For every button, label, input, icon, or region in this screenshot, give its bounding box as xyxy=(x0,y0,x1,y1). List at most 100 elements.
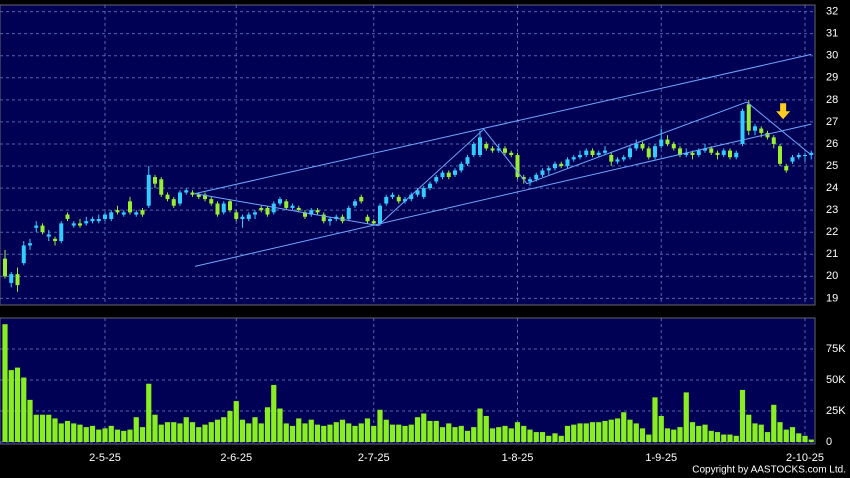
volume-bar xyxy=(652,397,658,442)
candle-body xyxy=(528,179,532,182)
candle-body xyxy=(90,218,95,222)
volume-bar xyxy=(746,414,752,442)
candle-body xyxy=(290,205,295,208)
copyright: Copyright by AASTOCKS.com Ltd. xyxy=(692,465,846,476)
volume-bar xyxy=(677,427,683,442)
candle-body xyxy=(328,218,332,222)
volume-bar xyxy=(527,429,533,442)
volume-bar xyxy=(764,432,771,442)
y-tick-label: 50K xyxy=(826,374,846,386)
volume-bar xyxy=(627,419,633,442)
y-tick-label: 25K xyxy=(826,405,846,417)
x-tick-label: 2-7-25 xyxy=(358,452,390,464)
candle-body xyxy=(415,190,420,195)
volume-bar xyxy=(233,401,239,442)
volume-bar xyxy=(733,435,739,442)
candle-body xyxy=(765,132,770,138)
volume-bar xyxy=(58,423,64,442)
volume-bar xyxy=(477,408,483,442)
x-tick-label: 1-9-25 xyxy=(645,452,677,464)
volume-bar xyxy=(621,412,627,442)
candle-body xyxy=(253,212,257,215)
candle-body xyxy=(278,199,282,204)
candle-body xyxy=(778,146,782,164)
volume-bar xyxy=(46,414,52,442)
volume-bar xyxy=(164,422,171,442)
candle-body xyxy=(178,192,182,204)
candle-body xyxy=(246,214,251,219)
candle-body xyxy=(465,157,470,164)
candle-body xyxy=(653,146,657,158)
candle-body xyxy=(403,199,407,202)
candle-body xyxy=(134,212,139,215)
volume-bar xyxy=(783,429,789,442)
candle-body xyxy=(603,150,607,153)
volume-bar xyxy=(796,433,802,442)
y-tick-label: 26 xyxy=(826,138,838,150)
volume-bar xyxy=(464,430,471,442)
volume-bar xyxy=(664,428,671,442)
y-tick-label: 27 xyxy=(826,116,838,128)
volume-bar xyxy=(689,422,696,442)
volume-bar xyxy=(658,415,664,442)
volume-bar xyxy=(802,435,808,442)
volume-bar xyxy=(546,435,552,442)
volume-bar xyxy=(702,424,708,442)
candle-body xyxy=(609,155,614,162)
candle-body xyxy=(396,196,401,202)
volume-bar xyxy=(489,428,496,442)
volume-bar xyxy=(52,418,58,442)
candle-body xyxy=(46,234,51,237)
candle-body xyxy=(634,143,639,149)
volume-bar xyxy=(558,435,564,442)
volume-bar xyxy=(71,423,77,442)
candle-body xyxy=(678,148,682,155)
volume-bar xyxy=(189,422,196,442)
volume-bar xyxy=(2,324,8,442)
candle-body xyxy=(65,214,70,219)
volume-bar xyxy=(96,429,102,442)
volume-bar xyxy=(446,423,452,442)
volume-bar xyxy=(327,424,333,442)
candle-body xyxy=(409,194,414,200)
y-tick-label: 24 xyxy=(826,182,838,194)
candle-body xyxy=(265,207,270,215)
volume-bar xyxy=(339,419,346,442)
volume-bar xyxy=(358,423,364,442)
candle-body xyxy=(159,179,164,195)
volume-bar xyxy=(533,432,539,442)
volume-bar xyxy=(596,422,602,442)
volume-bar xyxy=(346,423,352,442)
candle-body xyxy=(615,159,620,162)
candle-body xyxy=(590,150,595,155)
candle-body xyxy=(546,168,551,171)
volume-bar xyxy=(577,423,583,442)
candle-body xyxy=(434,177,439,182)
volume-bar xyxy=(389,424,396,442)
volume-bar xyxy=(114,429,121,442)
volume-bar xyxy=(314,424,321,442)
candle-body xyxy=(753,126,757,131)
volume-bar xyxy=(177,423,183,442)
y-tick-label: 28 xyxy=(826,94,838,106)
volume-bar xyxy=(289,425,296,442)
volume-bar xyxy=(564,425,571,442)
trend-line xyxy=(194,53,812,195)
volume-bar xyxy=(308,419,314,442)
volume-bar xyxy=(502,425,508,442)
candle-body xyxy=(509,152,514,155)
candle-body xyxy=(596,152,601,155)
candle-body xyxy=(734,152,739,158)
volume-bar xyxy=(646,434,652,442)
candle-body xyxy=(453,170,457,175)
candle-body xyxy=(540,170,545,175)
candle-body xyxy=(146,174,151,206)
candle-body xyxy=(84,221,89,224)
volume-bar xyxy=(427,420,433,442)
volume-bar xyxy=(514,422,521,442)
candle-body xyxy=(696,150,701,155)
x-tick-label: 2-6-25 xyxy=(220,452,252,464)
y-tick-label: 32 xyxy=(826,6,838,18)
candle-body xyxy=(96,218,101,222)
